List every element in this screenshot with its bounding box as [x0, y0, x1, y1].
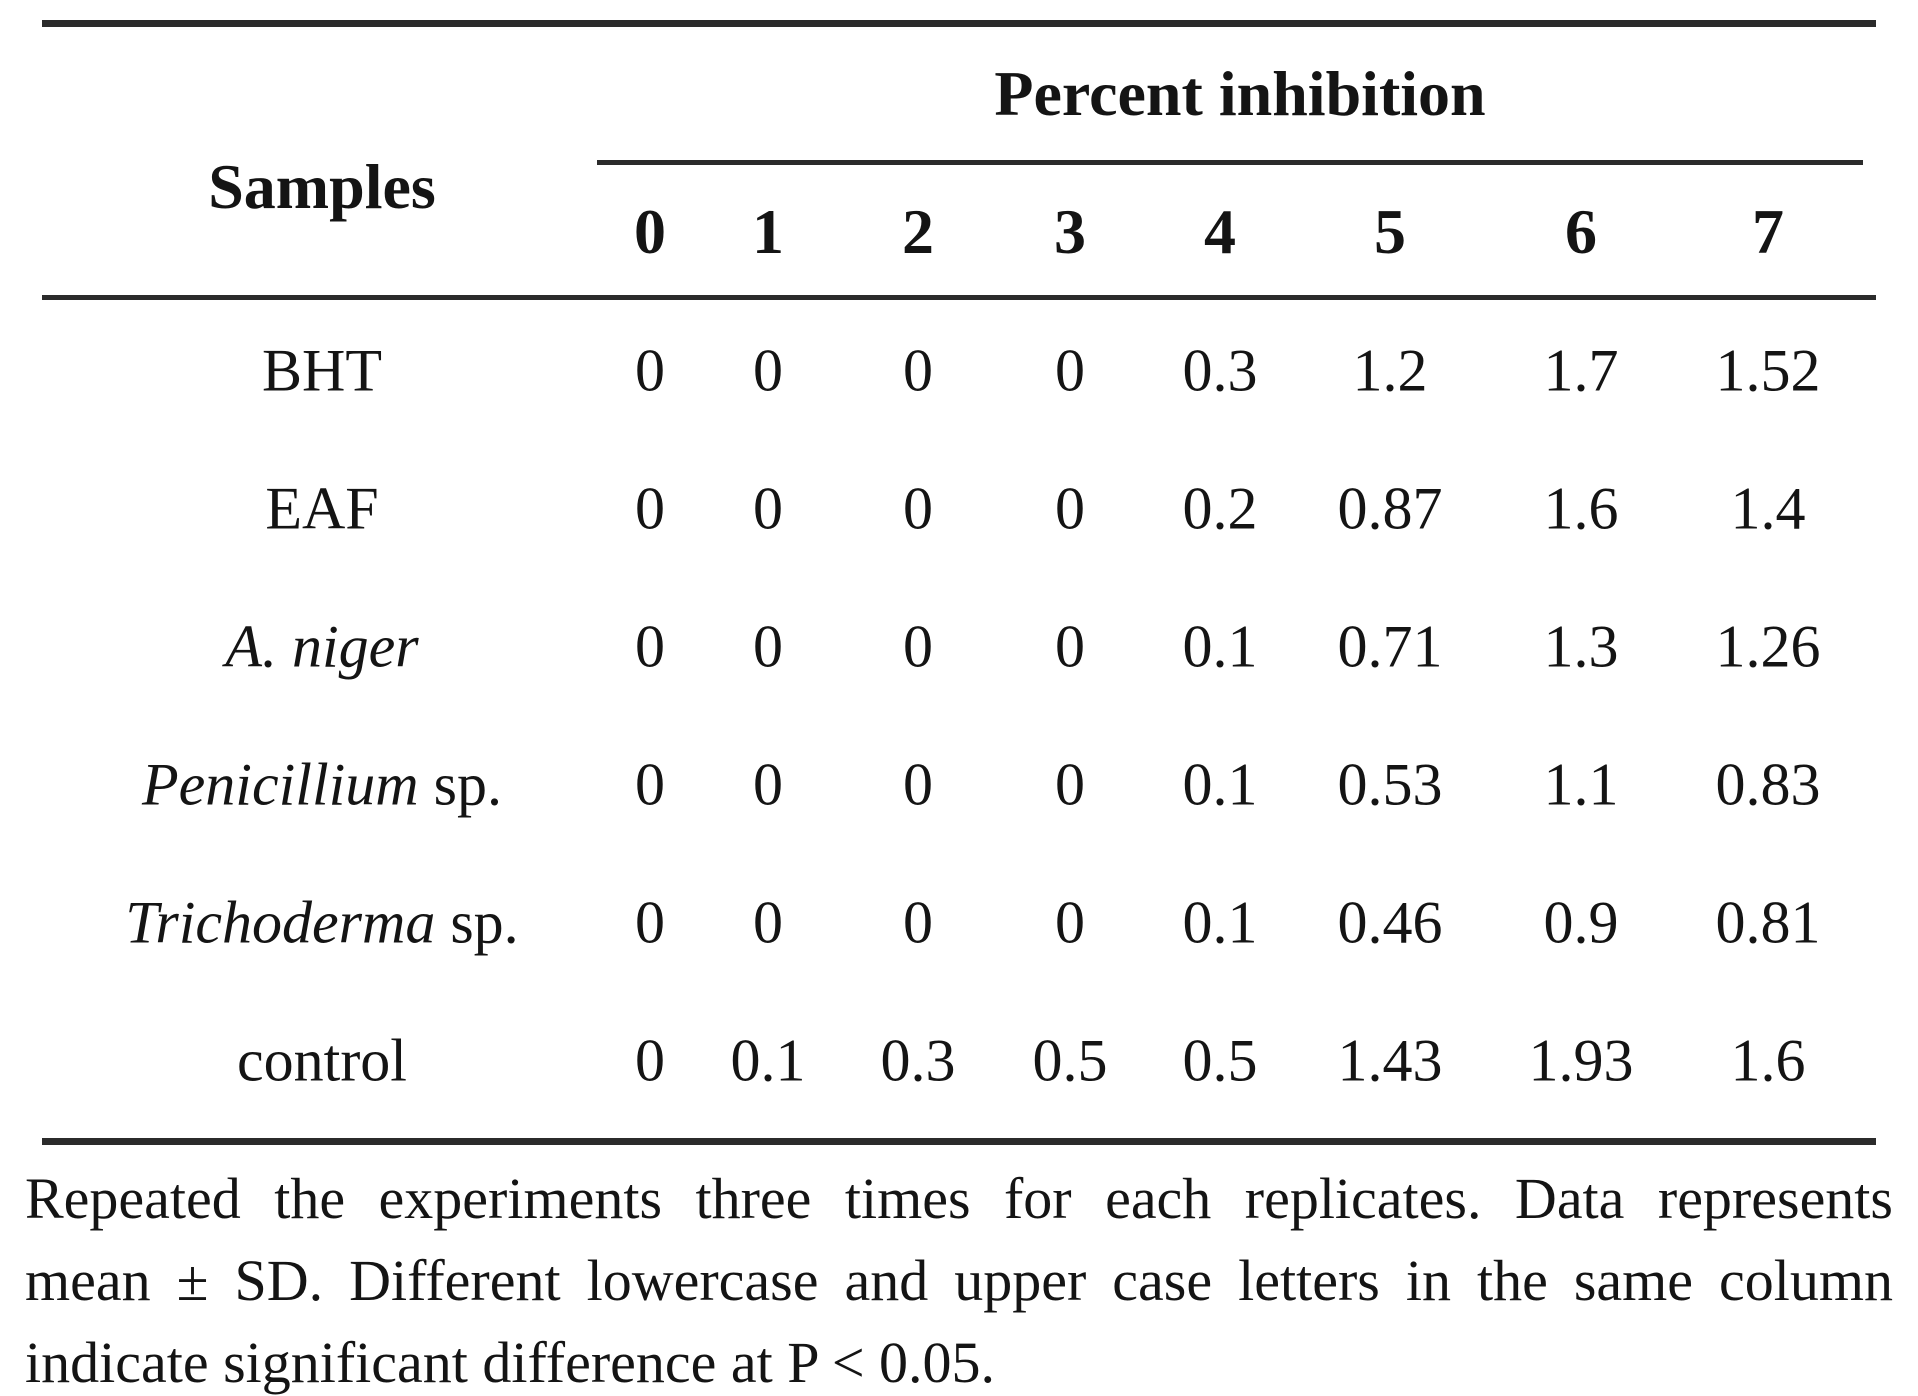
- value-cell: 0.5: [1182, 1027, 1258, 1094]
- sample-name: EAF: [265, 475, 378, 544]
- column-header-7: 7: [1752, 196, 1784, 267]
- value-cell: 0.71: [1337, 613, 1443, 680]
- value-cell: 0.53: [1337, 751, 1443, 818]
- value-cell: 0.87: [1337, 475, 1443, 542]
- value-cell: 0.1: [730, 1027, 806, 1094]
- value-cell: 0: [635, 475, 665, 542]
- value-cell: 0: [753, 475, 783, 542]
- value-cell: 1.43: [1337, 1027, 1443, 1094]
- value-cell: 0: [753, 889, 783, 956]
- value-cell: 0: [753, 613, 783, 680]
- value-cell: 1.26: [1715, 613, 1821, 680]
- value-cell: 0.83: [1715, 751, 1821, 818]
- value-cell: 0: [903, 751, 933, 818]
- sample-name: Penicillium sp.: [142, 751, 502, 820]
- value-cell: 0: [753, 337, 783, 404]
- sample-name-regular: sp.: [435, 889, 519, 956]
- value-cell: 0.1: [1182, 613, 1258, 680]
- value-cell: 0: [903, 337, 933, 404]
- sample-name-regular: control: [237, 1027, 407, 1094]
- table-footnote: Repeated the experiments three times for…: [25, 1158, 1893, 1396]
- column-header-3: 3: [1054, 196, 1086, 267]
- value-cell: 0.3: [1182, 337, 1258, 404]
- value-cell: 1.1: [1543, 751, 1619, 818]
- footnote-line: indicate significant difference at P < 0…: [25, 1330, 996, 1395]
- value-cell: 0: [635, 337, 665, 404]
- value-cell: 0: [903, 613, 933, 680]
- value-cell: 1.6: [1543, 475, 1619, 542]
- sample-name: control: [237, 1027, 407, 1096]
- header-body-divider-rule: [42, 295, 1876, 300]
- column-header-6: 6: [1565, 196, 1597, 267]
- sample-name-italic: Trichoderma: [125, 889, 436, 956]
- sample-name-regular: BHT: [262, 337, 382, 404]
- value-cell: 0.2: [1182, 475, 1258, 542]
- value-cell: 0: [1055, 751, 1085, 818]
- group-header-underline-rule: [597, 160, 1863, 165]
- value-cell: 0: [635, 751, 665, 818]
- value-cell: 0.81: [1715, 889, 1821, 956]
- sample-name-regular: EAF: [265, 475, 379, 542]
- value-cell: 0: [635, 889, 665, 956]
- column-header-4: 4: [1204, 196, 1236, 267]
- samples-column-header: Samples: [208, 151, 436, 222]
- value-cell: 0.3: [880, 1027, 956, 1094]
- table-bottom-rule: [42, 1138, 1876, 1145]
- value-cell: 1.6: [1730, 1027, 1806, 1094]
- sample-name: A. niger: [225, 613, 418, 682]
- column-header-2: 2: [902, 196, 934, 267]
- value-cell: 0: [903, 475, 933, 542]
- sample-name-regular: sp.: [418, 751, 502, 818]
- column-header-0: 0: [634, 196, 666, 267]
- value-cell: 0.1: [1182, 889, 1258, 956]
- sample-name-italic: A. niger: [225, 613, 419, 680]
- value-cell: 0: [753, 751, 783, 818]
- sample-name: BHT: [262, 337, 382, 406]
- table-top-rule: [42, 20, 1876, 27]
- sample-name-italic: Penicillium: [142, 751, 419, 818]
- value-cell: 0.5: [1032, 1027, 1108, 1094]
- value-cell: 1.52: [1715, 337, 1821, 404]
- footnote-line: mean ± SD. Different lowercase and upper…: [25, 1248, 1893, 1313]
- value-cell: 1.93: [1528, 1027, 1634, 1094]
- value-cell: 1.4: [1730, 475, 1806, 542]
- value-cell: 0: [635, 1027, 665, 1094]
- value-cell: 0: [1055, 613, 1085, 680]
- value-cell: 1.3: [1543, 613, 1619, 680]
- value-cell: 1.7: [1543, 337, 1619, 404]
- percent-inhibition-group-header: Percent inhibition: [994, 58, 1486, 129]
- column-header-5: 5: [1374, 196, 1406, 267]
- value-cell: 0: [1055, 475, 1085, 542]
- value-cell: 0: [1055, 337, 1085, 404]
- value-cell: 0.9: [1543, 889, 1619, 956]
- column-header-1: 1: [752, 196, 784, 267]
- value-cell: 1.2: [1352, 337, 1428, 404]
- footnote-line: Repeated the experiments three times for…: [25, 1166, 1893, 1231]
- value-cell: 0.1: [1182, 751, 1258, 818]
- value-cell: 0: [903, 889, 933, 956]
- sample-name: Trichoderma sp.: [125, 889, 518, 958]
- value-cell: 0: [635, 613, 665, 680]
- value-cell: 0: [1055, 889, 1085, 956]
- value-cell: 0.46: [1337, 889, 1443, 956]
